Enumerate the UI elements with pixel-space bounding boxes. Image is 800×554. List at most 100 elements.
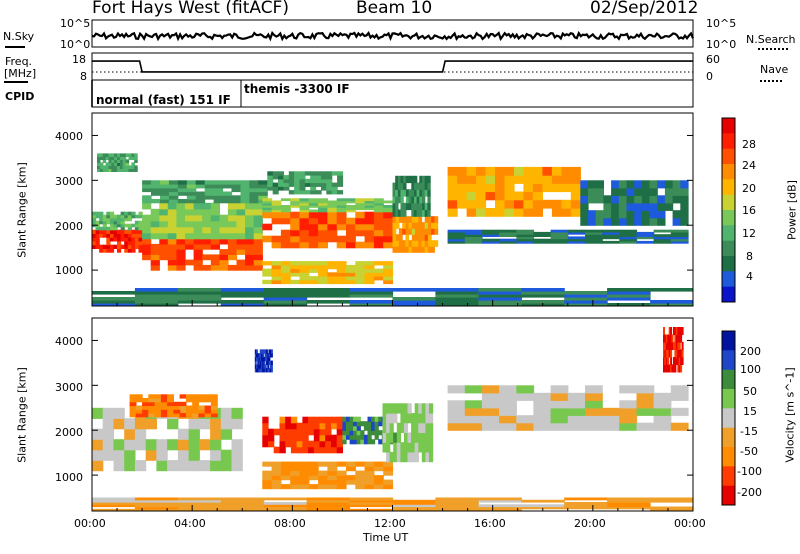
- heatmap-cell: [674, 356, 677, 365]
- heatmap-cell: [400, 209, 404, 217]
- heatmap-cell: [680, 217, 689, 226]
- heatmap-cell: [159, 243, 169, 250]
- heatmap-cell: [117, 229, 122, 234]
- heatmap-cell: [672, 180, 681, 189]
- heatmap-cell: [120, 233, 125, 238]
- heatmap-cell: [268, 368, 271, 373]
- heatmap-cell: [92, 504, 136, 508]
- heatmap-cell: [602, 422, 620, 431]
- heatmap-cell: [611, 210, 620, 219]
- heatmap-cell: [280, 229, 291, 237]
- heatmap-cell: [533, 400, 552, 409]
- heatmap-cell: [418, 246, 423, 253]
- heatmap-cell: [176, 264, 186, 271]
- heatmap-cell: [117, 248, 122, 253]
- heatmap-cell: [280, 466, 291, 472]
- velocity-panel: [91, 317, 694, 512]
- heatmap-cell: [551, 199, 562, 209]
- heatmap-cell: [618, 202, 628, 211]
- colorbar-segment: [722, 225, 735, 242]
- heatmap-cell: [349, 504, 394, 508]
- heatmap-cell: [117, 223, 122, 228]
- heatmap-cell: [664, 334, 667, 343]
- heatmap-cell: [641, 195, 651, 204]
- heatmap-cell: [308, 198, 319, 202]
- heatmap-cell: [290, 211, 301, 219]
- heatmap-cell: [177, 300, 222, 304]
- heatmap-cell: [499, 385, 517, 394]
- heatmap-cell: [150, 232, 160, 240]
- heatmap-cell: [95, 244, 100, 249]
- heatmap-cell: [262, 202, 273, 206]
- heatmap-cell: [210, 264, 220, 271]
- heatmap-cell: [302, 446, 309, 454]
- heatmap-cell: [306, 291, 351, 295]
- heatmap-cell: [602, 240, 620, 244]
- heatmap-cell: [134, 233, 140, 238]
- heatmap-cell: [364, 207, 375, 211]
- heatmap-cell: [271, 217, 282, 225]
- heatmap-cell: [680, 195, 689, 204]
- heatmap-cell: [434, 222, 439, 229]
- heatmap-cell: [585, 240, 603, 244]
- heatmap-cell: [567, 422, 586, 431]
- heatmap-cell: [256, 368, 258, 373]
- heatmap-cell: [264, 356, 267, 362]
- heatmap-cell: [285, 416, 292, 424]
- heatmap-cell: [588, 217, 597, 226]
- freq-tick-low: 8: [80, 70, 87, 83]
- heatmap-cell: [607, 499, 651, 503]
- heatmap-cell: [167, 418, 179, 430]
- heatmap-cell: [673, 364, 675, 373]
- heatmap-cell: [626, 180, 635, 189]
- heatmap-cell: [414, 451, 419, 463]
- velocity-ytick-2000: 2000: [55, 426, 83, 439]
- heatmap-cell: [677, 364, 680, 373]
- heatmap-cell: [447, 400, 466, 409]
- heatmap-cell: [134, 303, 179, 306]
- heatmap-cell: [220, 300, 265, 304]
- heatmap-cell: [346, 235, 356, 243]
- heatmap-cell: [419, 209, 423, 217]
- heatmap-cell: [262, 368, 265, 373]
- heatmap-cell: [262, 272, 273, 277]
- heatmap-cell: [349, 421, 354, 427]
- heatmap-cell: [304, 182, 311, 187]
- heatmap-cell: [124, 439, 136, 451]
- heatmap-cell: [364, 484, 375, 490]
- heatmap-cell: [419, 175, 423, 184]
- heatmap-cell: [261, 360, 263, 365]
- heatmap-cell: [106, 214, 111, 219]
- heatmap-cell: [392, 504, 436, 508]
- heatmap-cell: [210, 405, 218, 410]
- heatmap-cell: [280, 261, 291, 266]
- heatmap-cell: [315, 178, 322, 184]
- heatmap-cell: [336, 422, 343, 430]
- cpid-mode-2: themis -3300 IF: [244, 82, 350, 96]
- heatmap-cell: [678, 327, 681, 336]
- heatmap-cell: [306, 499, 351, 503]
- heatmap-cell: [254, 360, 257, 365]
- heatmap-cell: [407, 442, 412, 453]
- heatmap-cell: [160, 401, 168, 407]
- heatmap-cell: [595, 180, 604, 189]
- heatmap-cell: [607, 288, 651, 292]
- heatmap-cell: [346, 466, 356, 472]
- heatmap-cell: [619, 240, 638, 244]
- heatmap-cell: [302, 440, 309, 448]
- heatmap-cell: [318, 475, 328, 481]
- heatmap-cell: [435, 504, 479, 508]
- heatmap-cell: [245, 264, 255, 271]
- heatmap-cell: [364, 261, 375, 266]
- heatmap-cell: [296, 440, 303, 448]
- heatmap-cell: [210, 449, 222, 461]
- heatmap-cell: [202, 226, 212, 234]
- heatmap-cell: [619, 385, 638, 394]
- heatmap-cell: [395, 202, 399, 211]
- heatmap-cell: [262, 479, 273, 485]
- xtick-6: 00:00: [674, 517, 706, 530]
- heatmap-cell: [245, 259, 255, 266]
- heatmap-cell: [177, 460, 190, 472]
- heatmap-cell: [150, 243, 160, 250]
- heatmap-cell: [310, 182, 317, 187]
